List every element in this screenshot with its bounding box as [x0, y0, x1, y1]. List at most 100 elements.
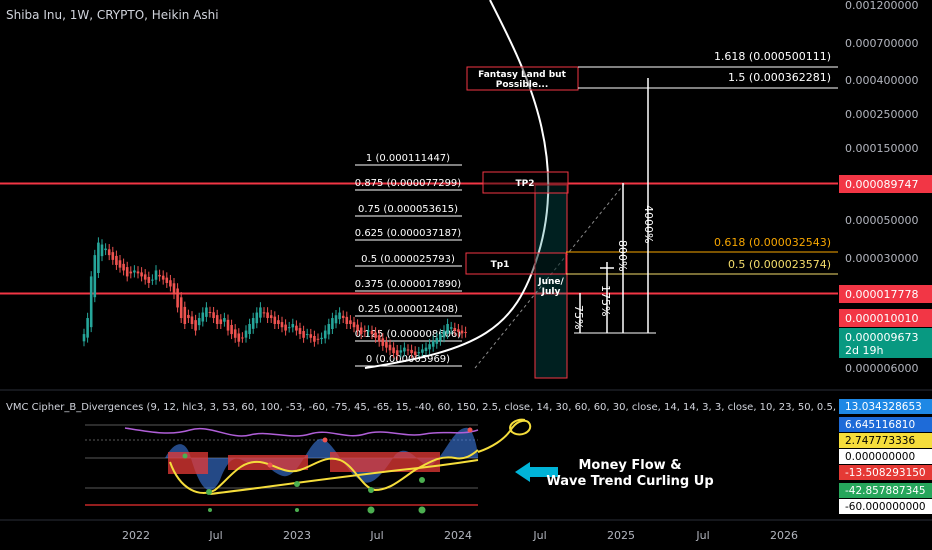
candle-body — [388, 344, 392, 351]
candle-body — [313, 335, 316, 342]
signal-dot — [467, 427, 473, 433]
price-tick-label: 0.001200000 — [845, 0, 918, 12]
candle-body — [208, 312, 212, 314]
time-tick-label: Jul — [369, 529, 383, 542]
time-tick-label: 2023 — [283, 529, 311, 542]
money-flow-red-1 — [168, 452, 208, 474]
candle-body — [248, 324, 251, 335]
price-tick-label: 0.000006000 — [845, 362, 918, 375]
fib-extension-label: 1.5 (0.000362281) — [728, 71, 831, 84]
candle-body — [284, 324, 287, 331]
candle-body — [241, 337, 244, 339]
candle-body — [327, 324, 331, 335]
chart-title: Shiba Inu, 1W, CRYPTO, Heikin Ashi — [6, 8, 219, 22]
rsi-purple-line — [124, 427, 479, 437]
money-flow-red-3 — [330, 452, 440, 472]
price-tag-value: 0.000009673 — [845, 331, 918, 344]
june-july-label-2: July — [541, 287, 561, 297]
candle-body — [125, 267, 129, 277]
candle-body — [439, 334, 442, 341]
tp2-box — [482, 171, 569, 194]
time-tick-label: Jul — [695, 529, 709, 542]
candle-body — [230, 324, 233, 335]
fib-extension-labels: 1.618 (0.000500111) 1.5 (0.000362281) 0.61… — [714, 50, 831, 271]
candle-body — [111, 252, 115, 260]
price-tag-value: 0.000017778 — [845, 288, 918, 301]
signal-dot — [182, 453, 188, 459]
candle-body — [107, 249, 111, 256]
candle-body — [424, 347, 428, 352]
signal-dot — [322, 437, 328, 443]
vmc-cipher-indicator — [85, 418, 532, 514]
candle-body — [158, 274, 161, 277]
candle-body — [277, 320, 280, 325]
candle-body — [374, 332, 377, 338]
candle-body — [359, 327, 363, 335]
candle-body — [395, 350, 399, 356]
candle-body — [161, 275, 165, 280]
time-tick-label: 2026 — [770, 529, 798, 542]
price-tag-bg — [839, 175, 932, 193]
candle-body — [323, 330, 327, 339]
candle-body — [291, 324, 295, 328]
candle-body — [305, 334, 309, 336]
candle-body — [194, 320, 197, 331]
money-flow-red-2 — [228, 455, 308, 470]
candle-body — [197, 318, 201, 326]
candle-body — [403, 347, 406, 352]
candle-body — [435, 337, 439, 344]
candle-body — [334, 315, 338, 324]
indicator-axis-labels: 13.034328653 6.645116810 2.747773336 0.0000… — [839, 399, 932, 514]
signal-dot — [267, 462, 273, 468]
candle-body — [151, 279, 154, 281]
price-tag-bg — [839, 309, 932, 327]
indicator-value-label: 0.000000000 — [845, 451, 915, 463]
wave-trend-yellow — [169, 449, 479, 494]
buy-dot — [206, 489, 212, 495]
fib-level-label: 0.375 (0.000017890) — [355, 279, 462, 290]
time-tick-label: Jul — [532, 529, 546, 542]
indicator-value-tag — [839, 483, 932, 498]
candle-body — [338, 312, 341, 320]
candle-body — [223, 318, 226, 322]
fib-level-label: 0.75 (0.000053615) — [358, 204, 458, 215]
fantasy-label-2: Possible... — [496, 80, 548, 90]
candle-body — [93, 255, 97, 298]
fantasy-land-box — [466, 66, 579, 91]
callout-line-1: Money Flow & — [578, 458, 681, 473]
candle-body — [104, 248, 107, 251]
candle-body — [190, 316, 194, 325]
candle-body — [449, 327, 453, 329]
price-tick-label: 0.000700000 — [845, 37, 918, 50]
candle-body — [320, 337, 323, 340]
buy-dot — [419, 477, 425, 483]
candle-body — [316, 338, 320, 340]
tp2-label: TP2 — [516, 179, 535, 189]
parabolic-curve — [364, 0, 550, 369]
candle-body — [381, 338, 385, 346]
candle-body — [345, 316, 349, 325]
candle-body — [140, 272, 143, 277]
price-tick-label: 0.000250000 — [845, 108, 918, 121]
candle-body — [431, 340, 435, 347]
projection-dashed-line — [474, 182, 626, 369]
candle-body — [169, 280, 172, 287]
candle-body — [262, 312, 266, 314]
candles — [82, 237, 467, 361]
price-tag-bg — [839, 285, 932, 303]
indicator-value-tag — [839, 449, 932, 464]
candle-body — [172, 283, 176, 295]
time-tick-label: 2024 — [444, 529, 472, 542]
candle-body — [82, 334, 86, 342]
candle-body — [179, 297, 183, 319]
candle-body — [273, 316, 277, 325]
small-dot — [367, 506, 375, 514]
time-tick-label: Jul — [208, 529, 222, 542]
candle-body — [421, 349, 424, 353]
candle-body — [356, 324, 359, 331]
price-tags: 0.000089747 0.000017778 0.000010010 0.00000… — [839, 175, 932, 358]
fib-level-label: 0.5 (0.000025793) — [361, 254, 455, 265]
indicator-value-tag — [839, 465, 932, 480]
small-dot — [295, 508, 299, 512]
candle-body — [136, 271, 140, 274]
